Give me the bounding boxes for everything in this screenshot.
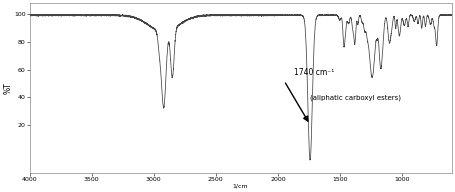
- Text: 1740 cm⁻¹: 1740 cm⁻¹: [294, 68, 334, 76]
- X-axis label: 1/cm: 1/cm: [233, 184, 248, 189]
- Y-axis label: %T: %T: [4, 82, 12, 94]
- Text: (aliphatic carboxyl esters): (aliphatic carboxyl esters): [310, 94, 401, 101]
